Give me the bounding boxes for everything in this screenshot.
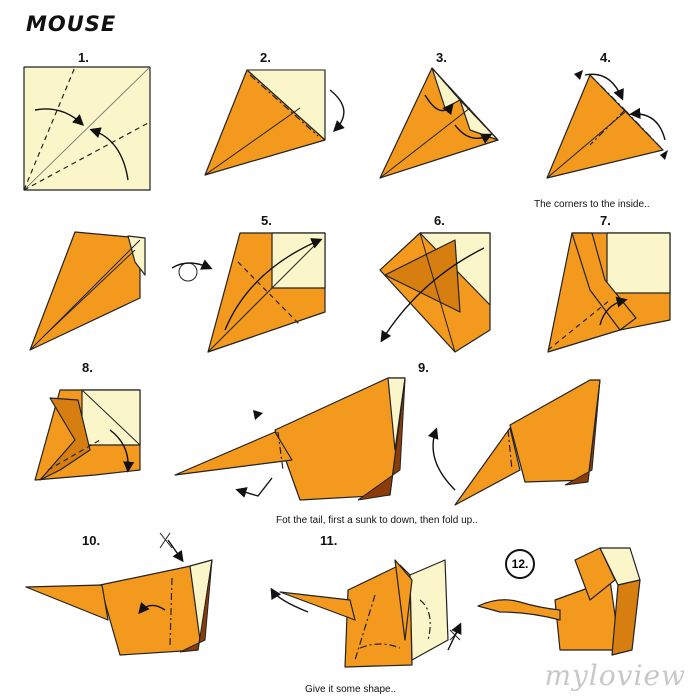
step-4b-shape [29,231,146,351]
step-2-number: 2. [260,50,271,65]
step-9-number: 9. [418,360,429,375]
step-4-number: 4. [600,50,611,65]
step-11-shape [270,559,462,668]
turn-over-symbol [171,259,213,282]
step-4-kite [546,70,668,179]
step-2-kite [204,69,345,176]
step-9a-shape [174,377,406,501]
step-9b-shape [427,379,601,506]
diagram-title: MOUSE [26,12,117,36]
step-6-number: 6. [434,213,445,228]
step-6-shape [379,232,491,353]
step-3-number: 3. [436,50,447,65]
step-7-number: 7. [600,213,611,228]
step-1-square [23,66,151,191]
step-10-shape [25,532,213,656]
step-12-mouse [477,547,641,656]
step-3-kite [379,67,499,179]
step-5-number: 5. [261,213,272,228]
step-8-number: 8. [82,360,93,375]
step-12-number: 12. [505,549,535,579]
step-10-number: 10. [82,533,101,548]
caption-shape: Give it some shape.. [305,684,397,695]
step-8-shape [34,389,141,481]
step-1-number: 1. [78,50,89,65]
caption-tail: Fot the tail, first a sunk to down, then… [276,515,478,526]
watermark: myloview [544,659,686,692]
step-7-shape [547,232,671,353]
step-5-shape [207,232,326,353]
step-11-number: 11. [320,533,338,548]
caption-corners: The corners to the inside.. [534,199,650,210]
